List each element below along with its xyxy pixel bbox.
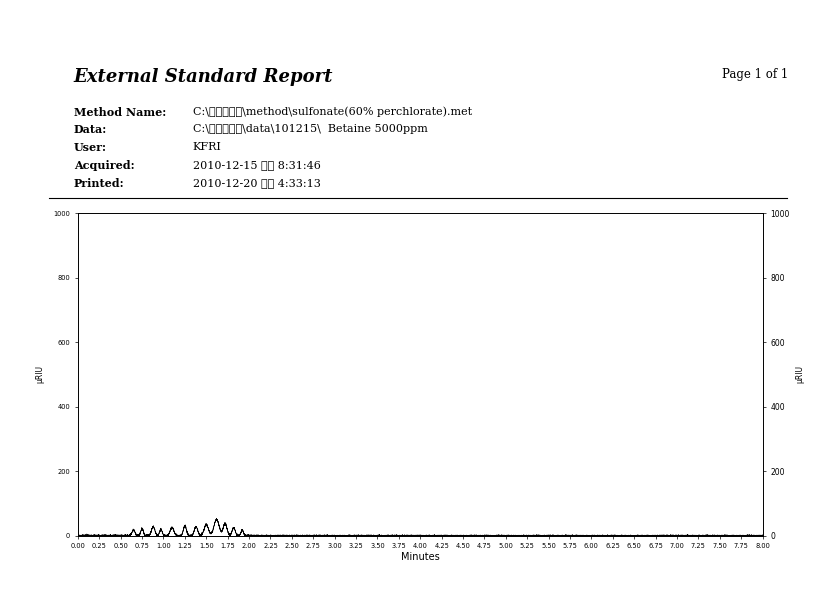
Text: µRIU: µRIU	[36, 365, 45, 384]
Text: 2010-12-20 오후 4:33:13: 2010-12-20 오후 4:33:13	[192, 178, 320, 188]
Text: 2010-12-15 오후 8:31:46: 2010-12-15 오후 8:31:46	[192, 160, 320, 170]
Text: Page 1 of 1: Page 1 of 1	[721, 68, 787, 81]
Text: C:\계면활성제\method\sulfonate(60% perchlorate).met: C:\계면활성제\method\sulfonate(60% perchlorat…	[192, 107, 471, 117]
Text: C:\계면활성제\data\101215\  Betaine 5000ppm: C:\계면활성제\data\101215\ Betaine 5000ppm	[192, 124, 427, 134]
X-axis label: Minutes: Minutes	[400, 552, 439, 562]
Text: Method Name:: Method Name:	[74, 107, 165, 118]
Text: Printed:: Printed:	[74, 178, 124, 189]
Text: Acquired:: Acquired:	[74, 160, 134, 171]
Text: µRIU: µRIU	[794, 365, 803, 384]
Text: Data:: Data:	[74, 124, 107, 136]
Text: External Standard Report: External Standard Report	[74, 68, 333, 86]
Text: User:: User:	[74, 142, 106, 153]
Text: KFRI: KFRI	[192, 142, 221, 152]
